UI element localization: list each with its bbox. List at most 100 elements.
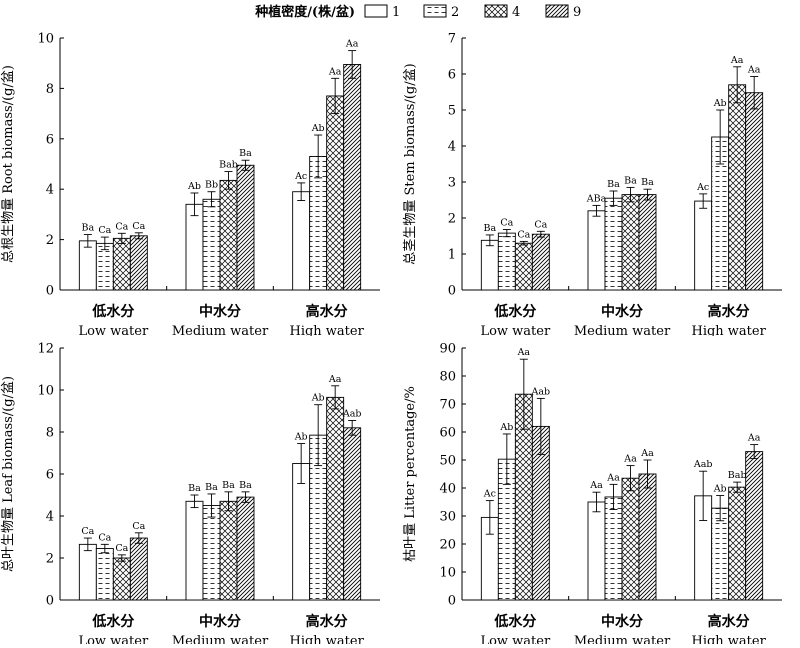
legend-label-9: 9 [573,5,581,20]
y-tick-label: 2 [46,552,54,567]
y-tick-label: 20 [439,538,456,553]
chart-litter-percentage: 0 10 20 30 40 50 60 70 80 90 枯叶量 Litter percentage… [400,336,800,648]
significance-label: Ca [517,229,530,240]
y-tick-label: 6 [46,132,54,147]
significance-label: Bab [728,470,747,481]
y-tick-label: 10 [37,384,54,399]
x-category-label-en: High water [289,634,364,644]
y-axis-label: 总茎生物量 Stem biomass/(g/盆) [403,63,418,264]
x-category-label-en: Medium water [172,324,269,336]
significance-label: Ab [713,98,727,109]
significance-label: Aa [345,39,359,50]
bar-2-0 [95,548,114,601]
significance-label: Ba [188,483,201,494]
bar-9-2 [745,92,764,291]
significance-label: Ba [222,480,235,491]
bar-1-2 [694,200,713,291]
chart-root-biomass-svg: 0 2 4 6 8 10 总根生物量 Root biomass/(g/盆) 低水分 Low wa… [1,32,380,339]
y-tick-label: 40 [439,482,456,497]
significance-label: Aa [640,448,654,459]
x-category-label-zh: 中水分 [601,613,643,630]
y-tick-label: 90 [439,342,456,357]
significance-label: Ba [641,177,654,188]
x-category-label-en: High water [691,324,766,336]
y-tick-label: 0 [46,284,54,299]
bar-4-2 [326,396,345,601]
significance-label: ABa [586,193,607,204]
significance-label: Ba [82,223,95,234]
bar-4-1 [621,194,640,291]
bar-4-0 [514,242,533,291]
legend-swatch-1 [364,4,388,18]
y-axis-label: 总叶生物量 Leaf biomass/(g/盆) [1,376,16,572]
y-tick-label: 7 [448,32,456,47]
significance-label: Aa [328,66,342,77]
bar-1-1 [185,203,204,291]
x-category-label-zh: 高水分 [306,303,348,320]
significance-label: Aab [342,408,362,419]
significance-label: Ca [132,521,145,532]
y-tick-label: 50 [439,454,456,469]
bar-9-2 [343,427,362,601]
bar-1-1 [587,210,606,291]
legend-svg: 种植密度/(株/盆) 1 2 4 9 [254,4,581,20]
significance-label: Ca [115,543,128,554]
x-category-label-zh: 高水分 [708,613,750,630]
significance-label: Ba [239,148,252,159]
chart-litter-percentage-svg: 0 10 20 30 40 50 60 70 80 90 枯叶量 Litter percentage… [403,342,782,648]
significance-label: Ca [132,221,145,232]
bar-2-2 [711,507,730,601]
significance-label: Ca [534,219,547,230]
bar-1-0 [78,240,97,291]
bar-4-2 [326,95,345,291]
chart-stem-biomass: 0 1 2 3 4 5 6 7 总茎生物量 Stem biomass/(g/盆) 低水分 Low w… [400,24,800,340]
significance-label: Aa [328,374,342,385]
x-category-label-zh: 低水分 [91,303,134,320]
y-tick-label: 60 [439,426,456,441]
significance-label: Ca [98,532,111,543]
x-category-label-en: High water [289,324,364,336]
x-category-label-en: Medium water [574,634,671,644]
y-axis-label: 总根生物量 Root biomass/(g/盆) [1,65,16,263]
y-tick-label: 0 [46,594,54,609]
significance-label: Ba [624,175,637,186]
y-tick-label: 8 [46,82,54,97]
significance-label: Ab [187,181,201,192]
y-tick-label: 2 [448,212,456,227]
y-tick-label: 0 [448,594,456,609]
significance-label: Aa [517,347,531,358]
bar-4-0 [112,237,131,291]
x-category-label-zh: 高水分 [306,613,348,630]
y-tick-label: 80 [439,370,456,385]
bar-9-1 [236,496,255,601]
significance-label: Aab [693,459,713,470]
x-category-label-en: Low water [78,324,149,336]
significance-label: Ab [311,393,325,404]
bar-9-0 [129,235,148,291]
y-tick-label: 0 [448,284,456,299]
bar-1-0 [78,543,97,601]
legend-swatch-2 [423,4,447,18]
significance-label: Aa [589,480,603,491]
y-tick-label: 3 [448,176,456,191]
x-category-label-zh: 中水分 [601,303,643,320]
bar-9-1 [638,473,657,601]
bar-9-2 [343,64,362,291]
y-tick-label: 4 [448,140,456,155]
significance-label: Ac [696,182,709,193]
x-category-label-en: High water [691,634,766,644]
bar-2-1 [604,496,623,601]
y-tick-label: 6 [46,468,54,483]
y-tick-label: 70 [439,398,456,413]
significance-label: Aa [747,433,761,444]
x-category-label-en: Low water [480,634,551,644]
significance-label: Aab [531,386,551,397]
y-tick-label: 4 [46,510,54,525]
bar-2-0 [497,232,516,291]
x-category-label-zh: 高水分 [708,303,750,320]
y-tick-label: 12 [37,342,54,357]
bar-4-2 [728,486,747,601]
bar-1-0 [480,239,499,291]
legend-label-2: 2 [451,5,459,20]
significance-label: Ca [500,218,513,229]
